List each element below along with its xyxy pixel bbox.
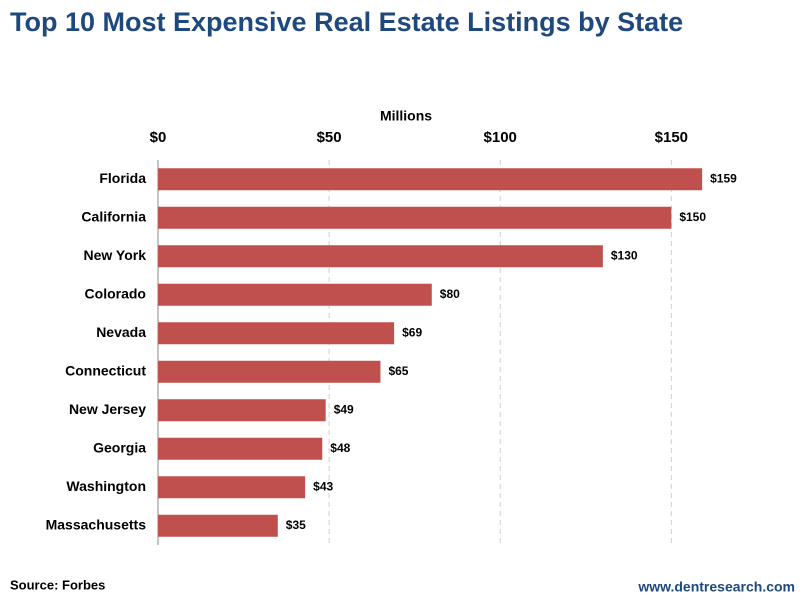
value-label: $49 (334, 402, 354, 416)
y-tick-label: Washington (66, 478, 146, 494)
credit: www.dentresearch.com (637, 579, 795, 595)
bar (158, 476, 306, 499)
y-tick-label: Massachusetts (46, 516, 147, 532)
x-tick-label: $50 (317, 129, 342, 146)
value-label: $35 (286, 518, 306, 532)
bar (158, 399, 326, 422)
bar (158, 360, 381, 383)
bar (158, 437, 323, 460)
x-tick-label: $0 (150, 129, 167, 146)
bar (158, 514, 278, 537)
y-tick-label: California (81, 208, 146, 224)
y-tick-label: Florida (99, 170, 146, 186)
bar (158, 322, 395, 345)
source: Source: Forbes (10, 577, 105, 592)
value-label: $150 (679, 210, 706, 224)
value-label: $80 (440, 287, 460, 301)
x-tick-label: $100 (484, 129, 517, 146)
bar (158, 283, 432, 306)
y-tick-label: New Jersey (69, 401, 146, 417)
value-label: $69 (402, 325, 422, 339)
value-label: $130 (611, 248, 638, 262)
y-tick-label: Georgia (93, 439, 146, 455)
bar (158, 206, 672, 229)
x-tick-label: $150 (655, 129, 688, 146)
value-label: $159 (710, 171, 737, 185)
value-label: $65 (388, 364, 408, 378)
bar (158, 245, 603, 268)
bar (158, 168, 703, 191)
y-tick-label: New York (83, 247, 146, 263)
value-label: $43 (313, 479, 333, 493)
value-label: $48 (330, 441, 350, 455)
axis-label: Millions (380, 108, 432, 124)
chart-title: Top 10 Most Expensive Real Estate Listin… (10, 7, 683, 37)
y-tick-label: Connecticut (65, 362, 146, 378)
y-tick-label: Nevada (96, 324, 146, 340)
y-tick-label: Colorado (85, 285, 146, 301)
